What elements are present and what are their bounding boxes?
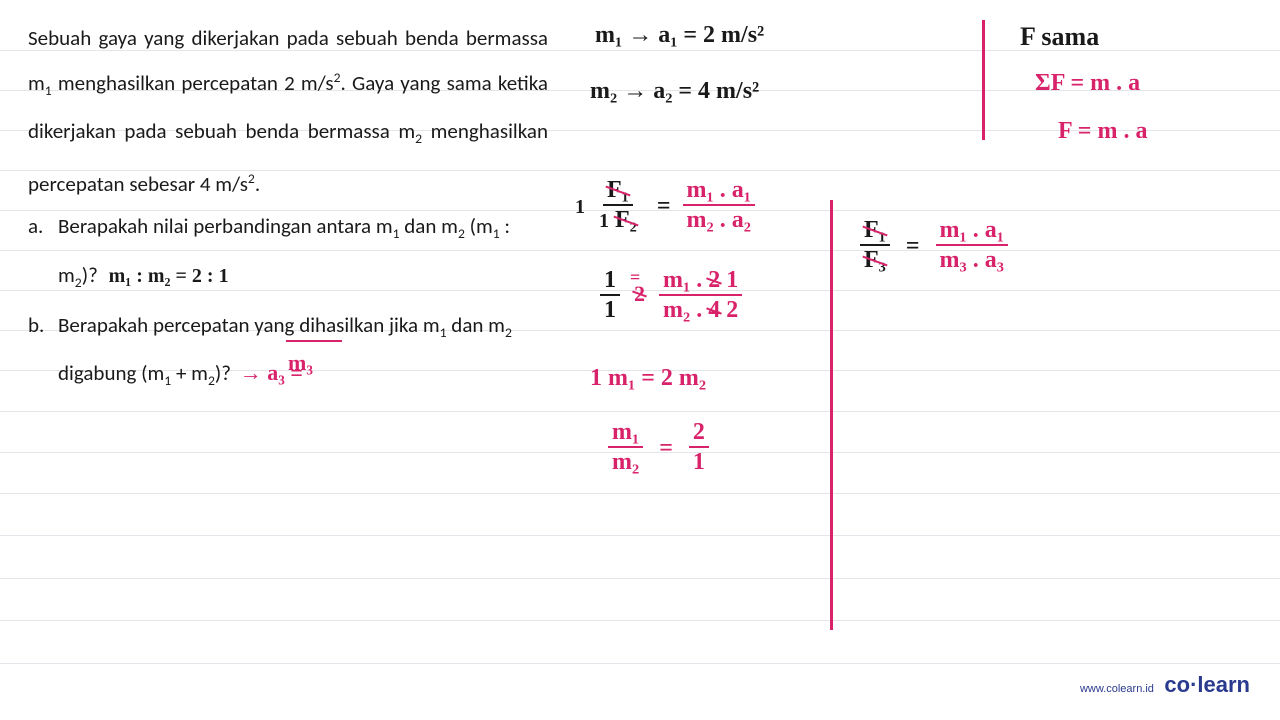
given-m2: m₂ → a₂ = 4 m/s² xyxy=(590,78,759,105)
step3: 1 m₁ = 2 m₂ xyxy=(590,365,706,392)
f-eq-ma: F = m . a xyxy=(1058,118,1147,145)
answer-a: m₁ : m₂ = 2 : 1 xyxy=(103,265,229,287)
divider-1 xyxy=(830,200,833,630)
item-b-label: b. xyxy=(28,305,58,401)
problem-text: Sebuah gaya yang dikerjakan pada sebuah … xyxy=(28,18,548,401)
step2: 1 1 = 2 m₁ . 2 1 m₂ . 4 2 xyxy=(600,268,742,322)
sigma-f: ΣF = m . a xyxy=(1035,70,1140,97)
m3-label: m₃ xyxy=(288,350,313,376)
item-a-label: a. xyxy=(28,206,58,302)
step4: m₁ m₂ = 2 1 xyxy=(608,420,709,474)
step1: 1 F₁ 1 F₂ = m₁ . a₁ m₂ . a₂ xyxy=(575,178,755,232)
f-sama: F sama xyxy=(1020,22,1099,52)
item-a-text: Berapakah nilai perbandingan antara m1 d… xyxy=(58,206,548,302)
footer-brand: co·learn xyxy=(1164,672,1250,697)
partb-eq: F₁ F₃ = m₁ . a₁ m₃ . a₃ xyxy=(860,218,1008,272)
footer-url: www.colearn.id xyxy=(1080,683,1154,695)
footer: www.colearn.id co·learn xyxy=(1080,672,1250,698)
divider-2 xyxy=(982,20,985,140)
given-m1: m₁ → a₁ = 2 m/s² xyxy=(595,22,764,49)
problem-paragraph: Sebuah gaya yang dikerjakan pada sebuah … xyxy=(28,18,548,204)
